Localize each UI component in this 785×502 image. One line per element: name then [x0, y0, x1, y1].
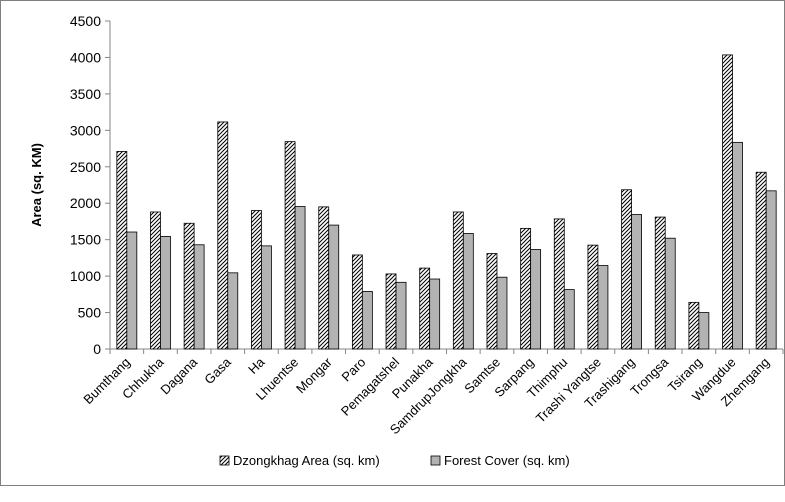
bar-forest-cover — [361, 291, 373, 350]
y-tick-label: 1500 — [70, 232, 101, 248]
bar-dzongkhag-area — [654, 216, 666, 350]
bar-dzongkhag-area — [520, 227, 532, 350]
bar-dzongkhag-area — [755, 171, 767, 350]
bar-dzongkhag-area — [318, 206, 330, 350]
bar-dzongkhag-area — [452, 211, 464, 350]
y-axis-title: Area (sq. KM) — [29, 143, 44, 227]
bar-forest-cover — [698, 312, 710, 350]
y-tick-label: 3000 — [70, 122, 101, 138]
chart-frame: 0 500 1000 1500 2000 2500 3000 3500 4000 4500 Area… — [0, 0, 785, 486]
bar-forest-cover — [193, 244, 205, 350]
legend-label-forest-cover: Forest Cover (sq. km) — [444, 453, 570, 468]
bar-dzongkhag-area — [116, 151, 128, 350]
bar-dzongkhag-area — [183, 222, 195, 350]
bar-forest-cover — [631, 214, 642, 350]
legend-swatch-forest-cover — [430, 455, 441, 466]
y-tick-label: 500 — [78, 305, 102, 321]
bar-forest-cover — [328, 224, 340, 350]
x-tick-label: Trongsa — [627, 354, 672, 399]
bar-forest-cover — [765, 190, 777, 350]
x-tick-label: Ha — [245, 354, 268, 377]
bar-forest-cover — [732, 141, 743, 350]
bar-forest-cover — [530, 249, 542, 350]
bar-dzongkhag-area — [722, 54, 733, 350]
bar-dzongkhag-area — [486, 253, 498, 350]
y-tick-label: 0 — [93, 341, 101, 357]
bar-forest-cover — [664, 237, 676, 350]
bar-dzongkhag-area — [587, 244, 599, 350]
bar-dzongkhag-area — [553, 218, 565, 350]
bar-dzongkhag-area — [251, 210, 262, 350]
bar-forest-cover — [462, 233, 474, 350]
bar-forest-cover — [429, 278, 441, 350]
x-tick-label: Paro — [338, 355, 368, 385]
bar-forest-cover — [160, 235, 171, 350]
x-tick-label: Bumthang — [80, 355, 133, 408]
y-tick-label: 2500 — [70, 159, 101, 175]
bar-forest-cover — [597, 265, 609, 350]
bar-dzongkhag-area — [284, 141, 296, 350]
bar-dzongkhag-area — [150, 211, 161, 350]
bar-dzongkhag-area — [351, 254, 363, 350]
bar-forest-cover — [395, 281, 407, 350]
x-tick-label: Gasa — [201, 354, 234, 387]
bar-forest-cover — [227, 272, 239, 350]
y-tick-label: 4500 — [70, 13, 101, 29]
bar-dzongkhag-area — [621, 189, 632, 350]
y-tick-label: 2000 — [70, 195, 101, 211]
bar-forest-cover — [126, 231, 138, 350]
bar-forest-cover — [496, 276, 508, 350]
bar-chart: 0 500 1000 1500 2000 2500 3000 3500 4000 4500 Area… — [29, 13, 784, 468]
bar-dzongkhag-area — [385, 273, 397, 350]
bar-dzongkhag-area — [217, 121, 229, 350]
bar-forest-cover — [563, 289, 575, 350]
bar-dzongkhag-area — [688, 301, 700, 350]
bar-forest-cover — [261, 245, 272, 350]
legend-label-dzongkhag-area: Dzongkhag Area (sq. km) — [233, 453, 380, 468]
y-tick-label: 4000 — [70, 49, 101, 65]
x-tick-label: Dagana — [157, 354, 200, 397]
legend-swatch-dzongkhag-area — [219, 455, 230, 466]
y-tick-label: 1000 — [70, 268, 101, 284]
bar-dzongkhag-area — [419, 267, 431, 350]
x-tick-label: Mongar — [293, 354, 335, 396]
y-tick-label: 3500 — [70, 86, 101, 102]
bar-forest-cover — [294, 206, 306, 350]
